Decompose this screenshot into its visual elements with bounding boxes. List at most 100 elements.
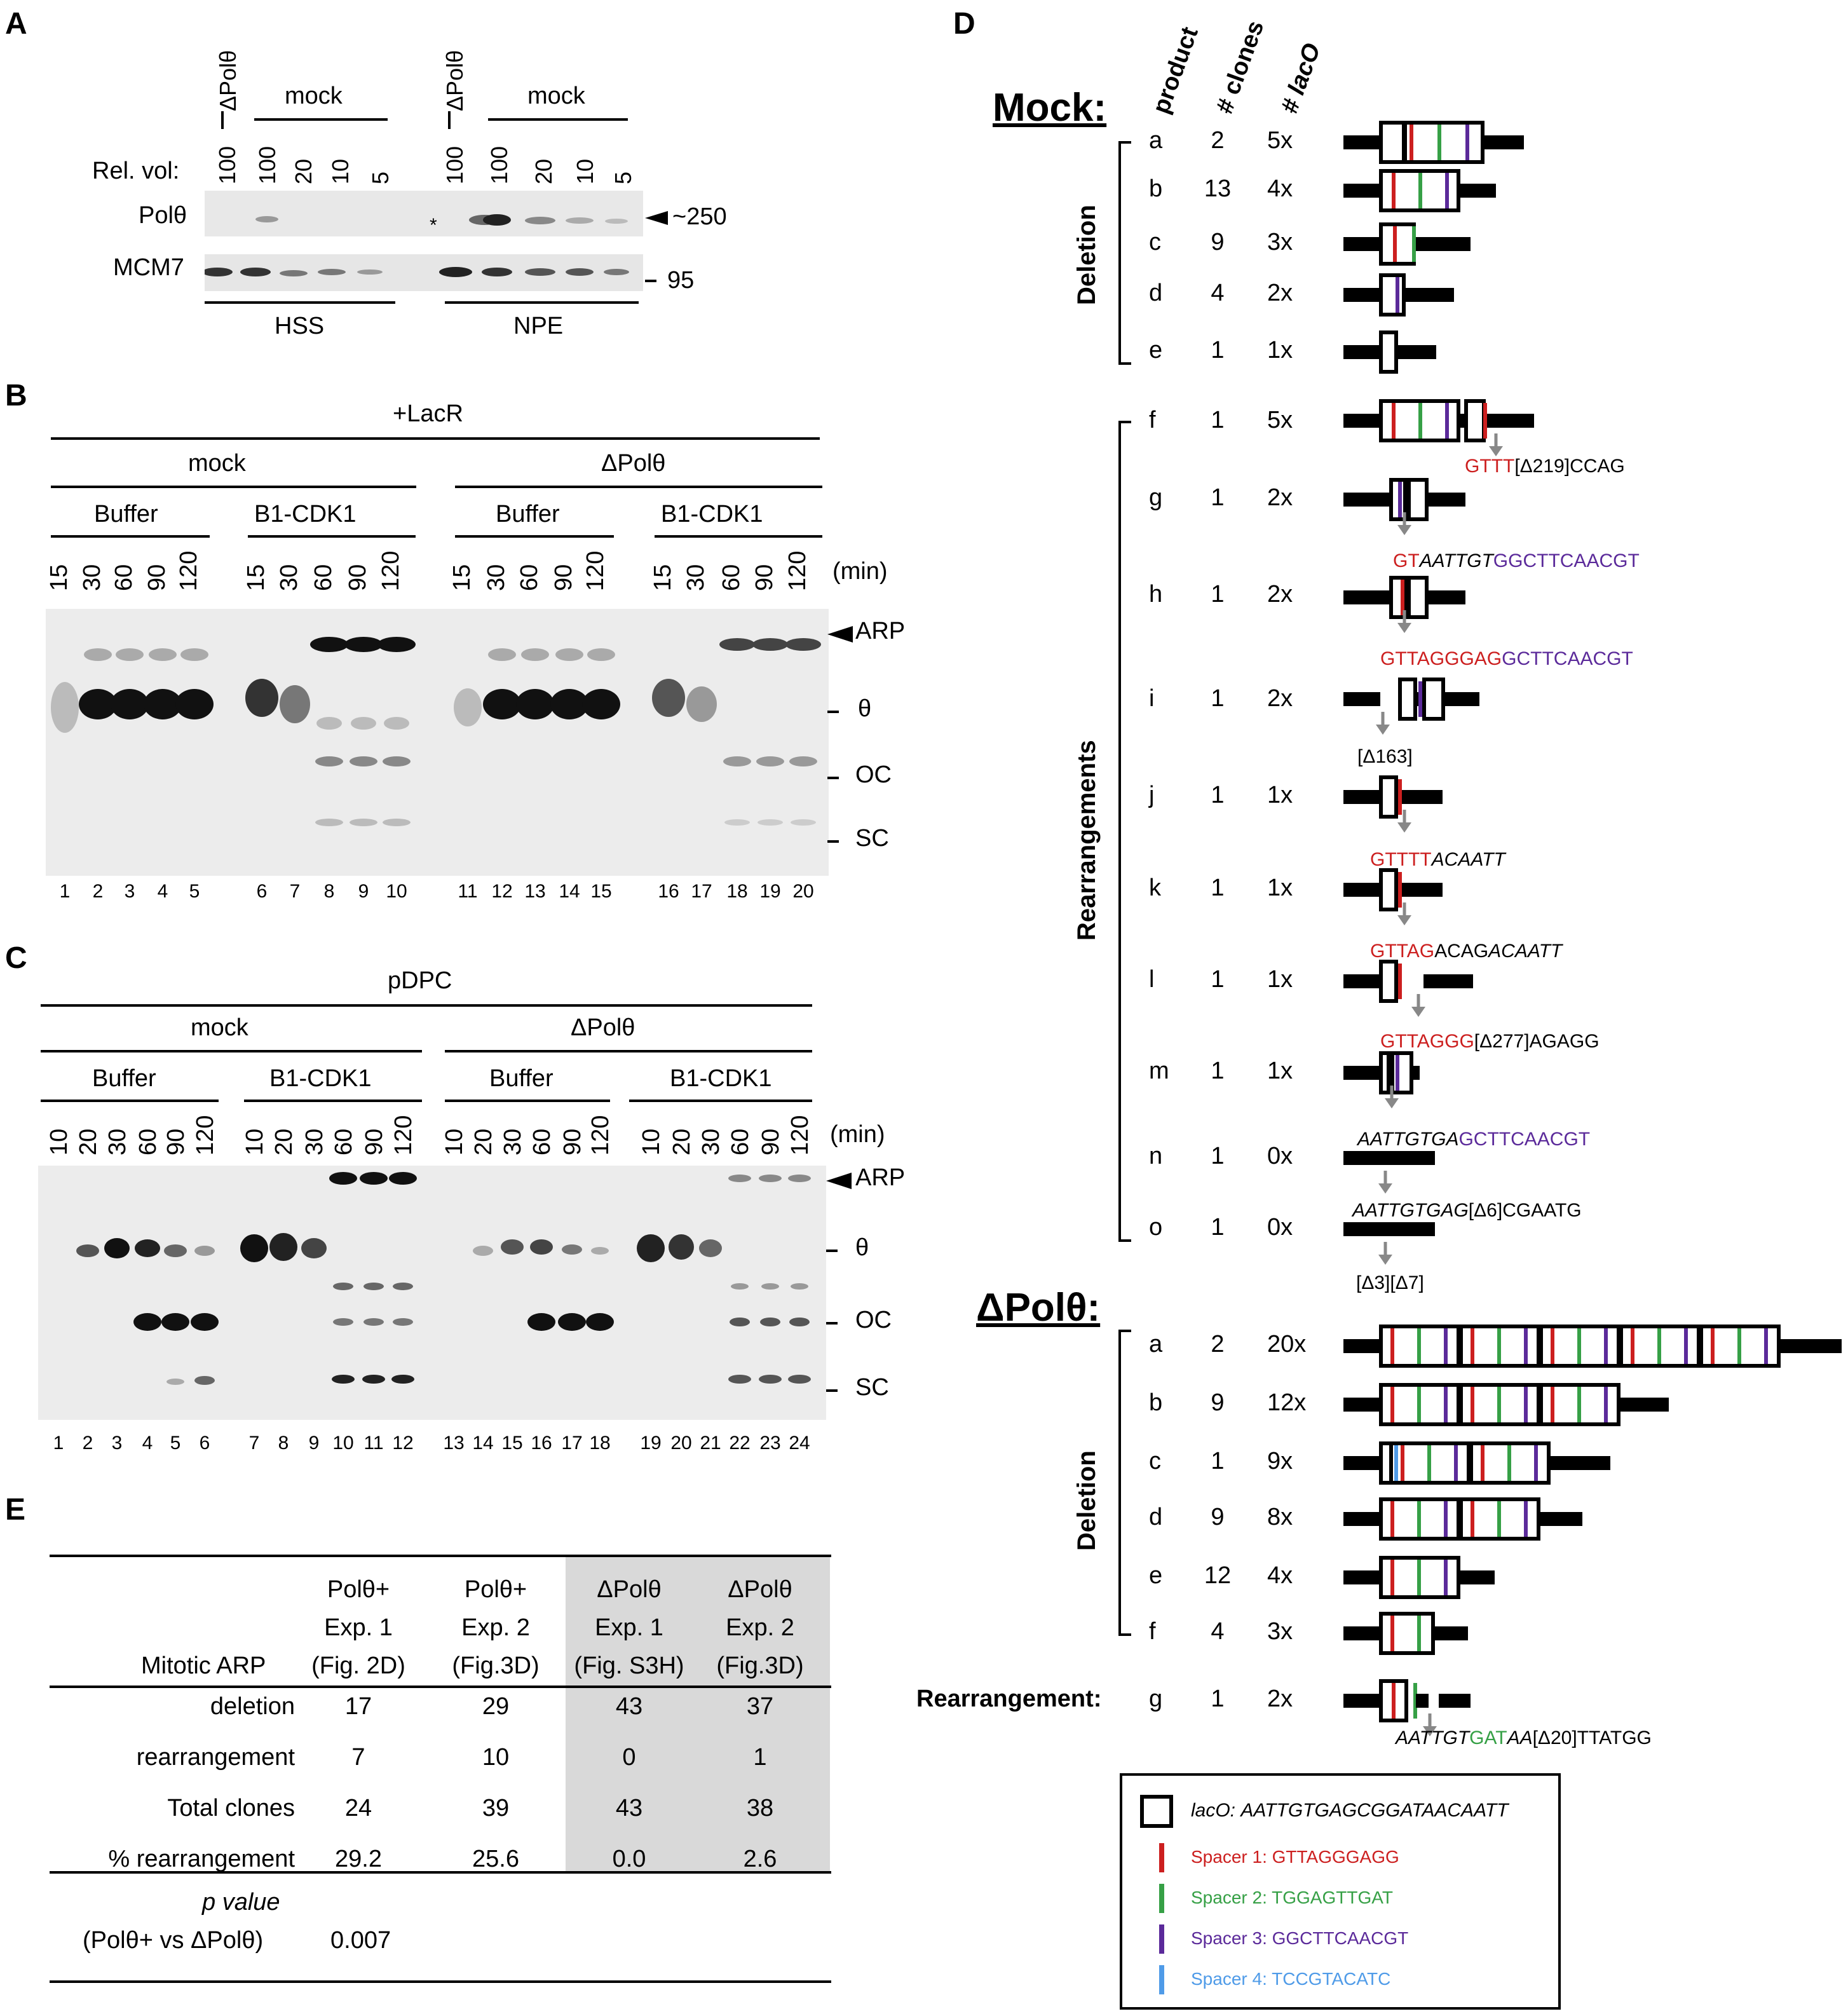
c-time-label: 60 — [727, 1128, 754, 1155]
c-sub-line — [445, 1100, 610, 1102]
a-relvol: 100 — [442, 146, 468, 184]
junction-arrow-icon — [1376, 712, 1390, 735]
c-mock-line — [41, 1050, 422, 1052]
c-lane-number: 20 — [670, 1433, 692, 1454]
spacer-mark — [1398, 482, 1402, 517]
gel-band — [166, 1379, 184, 1385]
gel-band — [637, 1234, 665, 1262]
seq-black: [Δ6]CGAATG — [1468, 1200, 1582, 1221]
legend-spacer1: Spacer 1: GTTAGGGAGG — [1191, 1847, 1399, 1867]
spacer-mark — [1418, 681, 1422, 717]
seq-black: [Δ219]CCAG — [1514, 456, 1625, 477]
panel-c-label: C — [5, 941, 27, 975]
a-relvol: 20 — [531, 158, 557, 184]
gel-band — [393, 1283, 413, 1290]
spacer-mark — [1398, 964, 1402, 999]
c-time-label: 60 — [529, 1128, 555, 1155]
d-rearrangement-label: Rearrangement: — [916, 1686, 1102, 1712]
laco-box — [1379, 1612, 1435, 1655]
b-subgroup: B1-CDK1 — [661, 501, 763, 528]
gel-band — [652, 679, 685, 717]
e-bottom-rule — [50, 1980, 831, 1983]
junction-f: GTTT[Δ219]CCAG — [1465, 456, 1625, 477]
legend-spacer2: Spacer 2: TGGAGTTGAT — [1191, 1888, 1393, 1907]
laco-box — [1379, 121, 1406, 164]
d-dpol-product: e — [1149, 1562, 1163, 1589]
d-mock-product: m — [1149, 1058, 1169, 1084]
panel-a-label: A — [5, 7, 27, 41]
d-mock-laco: 1x — [1267, 1058, 1293, 1084]
e-mid-rule — [50, 1871, 831, 1874]
spacer-mark — [1417, 1328, 1421, 1364]
c-time-label: 90 — [758, 1128, 784, 1155]
gel-band — [587, 648, 615, 661]
b-time-label: 30 — [483, 564, 510, 591]
c-lane-number: 5 — [170, 1433, 181, 1454]
d-dpol-bracket — [1118, 1330, 1131, 1636]
spacer2-icon — [1159, 1884, 1164, 1913]
d-dpol-laco: 3x — [1267, 1618, 1293, 1645]
c-time-label: 90 — [559, 1128, 586, 1155]
seq-red: GTTAGGGAG — [1380, 648, 1502, 669]
b-lane-number: 3 — [124, 881, 135, 902]
d-mock-laco: 2x — [1267, 581, 1293, 608]
gel-band — [377, 637, 416, 652]
spacer-mark — [1507, 1445, 1511, 1481]
gel-band — [175, 689, 214, 719]
d-dpol-product: b — [1149, 1389, 1163, 1416]
gel-band — [310, 637, 348, 652]
b-lane-number: 20 — [792, 881, 814, 902]
gel-band — [240, 1234, 268, 1262]
a-group-hss: HSS — [275, 313, 325, 339]
a-header-mock-npe: mock — [527, 83, 585, 109]
gel-band — [269, 1233, 297, 1261]
c-lane-number: 6 — [199, 1433, 210, 1454]
b-lane-number: 1 — [59, 881, 71, 902]
c-lane-number: 2 — [82, 1433, 93, 1454]
b-band-theta: θ — [858, 695, 872, 722]
d-dpol-clones: 1 — [1211, 1448, 1225, 1475]
d-mock-laco: 5x — [1267, 407, 1293, 433]
e-column-header: Exp. 1 — [324, 1614, 393, 1641]
d-mock-laco: 4x — [1267, 175, 1293, 202]
d-mock-product: h — [1149, 581, 1163, 608]
a-relvol: 100 — [214, 146, 240, 184]
spacer-mark — [1390, 1501, 1394, 1537]
junction-arrow-icon — [1378, 1242, 1392, 1265]
spacer-mark — [1524, 1387, 1528, 1422]
b-group-dpol: ΔPolθ — [601, 450, 666, 477]
gel-band — [133, 1313, 161, 1331]
gel-band — [686, 686, 717, 722]
gel-band — [728, 1175, 751, 1182]
c-time-label: 20 — [75, 1128, 102, 1155]
d-mock-laco: 2x — [1267, 484, 1293, 511]
e-column-header: (Fig.3D) — [452, 1652, 540, 1679]
laco-box — [1422, 678, 1445, 721]
seq-italic: ACAATT — [1431, 849, 1505, 870]
junction-arrow-icon — [1397, 610, 1411, 633]
spacer-mark — [1417, 1387, 1421, 1422]
d-mock-product: o — [1149, 1214, 1163, 1241]
d-dpol-laco: 4x — [1267, 1562, 1293, 1589]
d-col-laco: # lacO — [1276, 39, 1326, 118]
a-relvol: 5 — [367, 171, 393, 184]
a-mock-line-npe — [488, 118, 628, 121]
b-condition: +LacR — [393, 400, 463, 427]
spacer-mark — [1418, 173, 1422, 208]
gel-band — [788, 1375, 811, 1384]
b-time-label: 120 — [582, 550, 609, 591]
c-lane-number: 14 — [472, 1433, 494, 1454]
gel-band — [135, 1239, 160, 1257]
e-row-label: deletion — [210, 1693, 295, 1720]
c-sub-line — [244, 1100, 422, 1102]
d-mock-laco: 2x — [1267, 685, 1293, 712]
b-tick — [827, 840, 839, 843]
c-dpol-line — [445, 1050, 812, 1052]
legend-spacer4: Spacer 4: TCCGTACATC — [1191, 1969, 1391, 1989]
gel-band — [391, 1375, 414, 1384]
b-lane-number: 13 — [524, 881, 546, 902]
c-tick — [826, 1322, 838, 1325]
laco-box — [1403, 121, 1485, 164]
c-time-label: 120 — [587, 1115, 614, 1155]
laco-box-icon — [1140, 1795, 1173, 1828]
